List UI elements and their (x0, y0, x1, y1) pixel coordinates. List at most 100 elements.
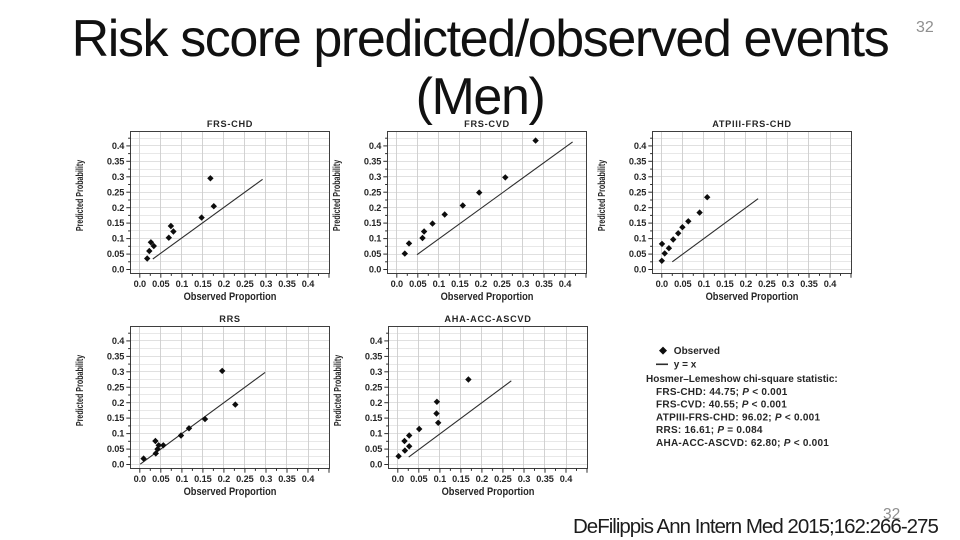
svg-text:0.4: 0.4 (560, 474, 573, 484)
svg-text:RRS: RRS (219, 314, 241, 324)
svg-text:0.4: 0.4 (112, 336, 125, 346)
svg-text:FRS-CHD: FRS-CHD (207, 119, 253, 129)
svg-text:0.0: 0.0 (370, 460, 382, 470)
svg-text:0.0: 0.0 (656, 279, 668, 289)
svg-text:0.0: 0.0 (112, 460, 124, 470)
svg-text:0.25: 0.25 (107, 187, 124, 197)
svg-text:Predicted Probability: Predicted Probability (332, 355, 344, 426)
svg-text:0.15: 0.15 (107, 218, 124, 228)
svg-text:0.3: 0.3 (260, 474, 272, 484)
svg-text:Predicted Probability: Predicted Probability (74, 355, 86, 426)
svg-text:ATPIII-FRS-CHD: ATPIII-FRS-CHD (712, 119, 792, 129)
svg-text:0.35: 0.35 (107, 352, 124, 362)
svg-text:0.05: 0.05 (629, 249, 646, 259)
svg-text:0.25: 0.25 (364, 187, 381, 197)
svg-text:0.3: 0.3 (634, 172, 646, 182)
svg-text:0.15: 0.15 (365, 413, 382, 423)
svg-text:0.35: 0.35 (800, 279, 817, 289)
svg-text:0.3: 0.3 (112, 367, 124, 377)
svg-text:0.3: 0.3 (782, 279, 794, 289)
svg-text:0.35: 0.35 (629, 156, 646, 166)
svg-text:0.3: 0.3 (369, 172, 381, 182)
svg-text:0.3: 0.3 (518, 474, 530, 484)
svg-text:Observed Proportion: Observed Proportion (184, 291, 277, 303)
svg-text:0.0: 0.0 (134, 474, 146, 484)
svg-text:Observed: Observed (674, 346, 720, 357)
svg-text:0.35: 0.35 (535, 279, 552, 289)
svg-text:Predicted Probability: Predicted Probability (331, 160, 343, 231)
svg-text:0.4: 0.4 (370, 336, 383, 346)
svg-text:0.4: 0.4 (369, 141, 382, 151)
svg-text:0.2: 0.2 (218, 474, 230, 484)
svg-text:Observed Proportion: Observed Proportion (184, 486, 277, 498)
svg-text:0.15: 0.15 (451, 279, 468, 289)
svg-text:0.05: 0.05 (107, 444, 124, 454)
svg-text:0.0: 0.0 (134, 279, 146, 289)
svg-text:0.25: 0.25 (758, 279, 775, 289)
svg-text:0.25: 0.25 (236, 279, 253, 289)
svg-text:Predicted Probability: Predicted Probability (74, 160, 86, 231)
svg-text:0.3: 0.3 (112, 172, 124, 182)
svg-text:0.2: 0.2 (370, 398, 382, 408)
svg-text:0.15: 0.15 (194, 474, 211, 484)
svg-text:0.4: 0.4 (559, 279, 572, 289)
svg-text:ATPIII-FRS-CHD: 96.02; P < 0.0: ATPIII-FRS-CHD: 96.02; P < 0.001 (656, 412, 820, 423)
svg-text:0.25: 0.25 (107, 382, 124, 392)
svg-text:0.3: 0.3 (260, 279, 272, 289)
svg-text:0.05: 0.05 (107, 249, 124, 259)
svg-text:0.05: 0.05 (152, 474, 169, 484)
svg-text:0.3: 0.3 (370, 367, 382, 377)
svg-text:0.05: 0.05 (410, 474, 427, 484)
svg-text:0.25: 0.25 (365, 382, 382, 392)
svg-text:0.4: 0.4 (634, 141, 647, 151)
svg-text:AHA-ACC-ASCVD: 62.80; P < 0.00: AHA-ACC-ASCVD: 62.80; P < 0.001 (656, 438, 829, 449)
svg-text:FRS-CVD: FRS-CVD (464, 119, 510, 129)
svg-text:Observed Proportion: Observed Proportion (442, 486, 535, 498)
svg-text:0.1: 0.1 (433, 279, 445, 289)
svg-text:AHA-ACC-ASCVD: AHA-ACC-ASCVD (444, 314, 531, 324)
svg-text:0.15: 0.15 (716, 279, 733, 289)
svg-text:0.1: 0.1 (176, 279, 188, 289)
svg-text:0.2: 0.2 (218, 279, 230, 289)
svg-text:0.0: 0.0 (391, 279, 403, 289)
svg-text:0.0: 0.0 (112, 265, 124, 275)
svg-text:0.2: 0.2 (369, 203, 381, 213)
svg-text:0.1: 0.1 (634, 234, 646, 244)
svg-text:0.1: 0.1 (176, 474, 188, 484)
svg-text:0.4: 0.4 (302, 279, 315, 289)
svg-text:0.1: 0.1 (370, 429, 382, 439)
svg-text:0.05: 0.05 (409, 279, 426, 289)
svg-text:0.2: 0.2 (112, 398, 124, 408)
svg-text:0.05: 0.05 (364, 249, 381, 259)
svg-text:0.4: 0.4 (302, 474, 315, 484)
svg-text:0.35: 0.35 (365, 352, 382, 362)
svg-text:0.25: 0.25 (494, 474, 511, 484)
svg-text:0.25: 0.25 (493, 279, 510, 289)
svg-text:0.4: 0.4 (824, 279, 837, 289)
svg-text:Observed Proportion: Observed Proportion (441, 291, 534, 303)
svg-text:0.35: 0.35 (364, 156, 381, 166)
svg-text:0.0: 0.0 (369, 265, 381, 275)
svg-text:0.15: 0.15 (107, 413, 124, 423)
svg-text:0.35: 0.35 (278, 279, 295, 289)
svg-text:RRS: 16.61; P = 0.084: RRS: 16.61; P = 0.084 (656, 425, 763, 436)
svg-text:0.15: 0.15 (629, 218, 646, 228)
svg-text:0.2: 0.2 (476, 474, 488, 484)
svg-text:0.05: 0.05 (365, 444, 382, 454)
svg-text:0.35: 0.35 (536, 474, 553, 484)
svg-text:0.1: 0.1 (369, 234, 381, 244)
svg-text:0.25: 0.25 (629, 187, 646, 197)
svg-text:0.3: 0.3 (517, 279, 529, 289)
svg-text:y = x: y = x (674, 360, 697, 371)
svg-text:0.35: 0.35 (278, 474, 295, 484)
svg-text:0.0: 0.0 (634, 265, 646, 275)
svg-text:0.1: 0.1 (698, 279, 710, 289)
svg-text:0.05: 0.05 (674, 279, 691, 289)
svg-text:0.2: 0.2 (112, 203, 124, 213)
svg-text:0.4: 0.4 (112, 141, 125, 151)
svg-text:0.2: 0.2 (634, 203, 646, 213)
svg-text:FRS-CHD: 44.75; P < 0.001: FRS-CHD: 44.75; P < 0.001 (656, 387, 788, 398)
svg-text:0.1: 0.1 (112, 429, 124, 439)
svg-text:0.0: 0.0 (392, 474, 404, 484)
svg-text:0.1: 0.1 (112, 234, 124, 244)
